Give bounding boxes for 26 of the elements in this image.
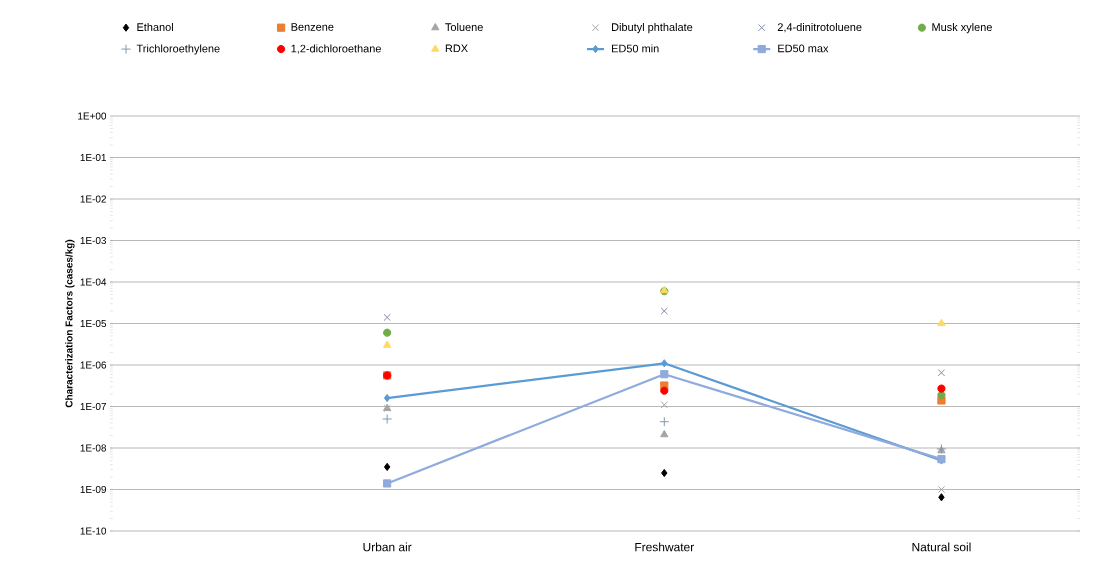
legend-label: Benzene: [291, 23, 334, 31]
legend-label: 1,2-dichloroethane: [291, 44, 381, 54]
legend-label: Dibutyl phthalate: [612, 22, 693, 34]
x-tick-label: Natural soil: [912, 542, 971, 552]
y-tick-label: 1E-02: [80, 195, 106, 203]
y-tick-label: 1E+00: [78, 112, 107, 120]
legend-label: 2,4-dinitrotoluene: [777, 22, 862, 33]
y-tick-label: 1E-03: [80, 236, 107, 245]
legend-label: Ethanol: [137, 22, 173, 32]
legend-label: Toluene: [445, 22, 483, 32]
y-tick-label: 1E-10: [80, 527, 107, 535]
y-tick-label: 1E-08: [80, 444, 107, 452]
y-tick-label: 1E-07: [80, 402, 106, 411]
legend-label: RDX: [445, 44, 468, 53]
legend-label: ED50 max: [778, 44, 829, 53]
x-tick-label: Freshwater: [635, 542, 694, 552]
y-tick-label: 1E-09: [80, 485, 107, 494]
y-axis-title: Characterization Factors (cases/kg): [65, 239, 75, 408]
y-tick-label: 1E-05: [80, 319, 107, 328]
x-tick-label: Urban air: [363, 542, 412, 552]
legend-label: ED50 min: [612, 44, 659, 53]
y-tick-label: 1E-04: [80, 278, 107, 286]
legend-label: Trichloroethylene: [136, 44, 220, 55]
legend-label: Musk xylene: [932, 22, 992, 34]
y-tick-label: 1E-01: [80, 153, 106, 162]
y-tick-label: 1E-06: [80, 361, 107, 369]
